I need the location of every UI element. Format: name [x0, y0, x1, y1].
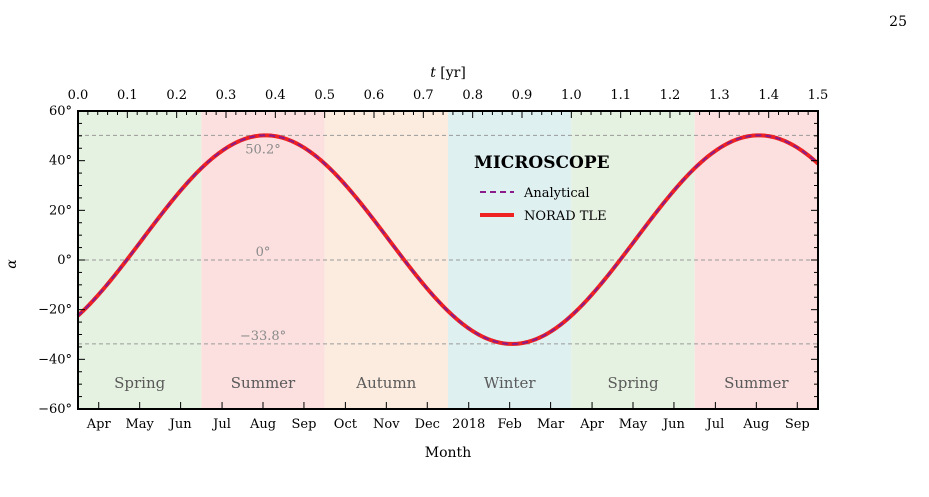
y-axis-title: α: [4, 259, 20, 269]
season-label: Spring: [114, 374, 166, 392]
y-tick-label: −20°: [38, 303, 72, 318]
month-tick-label: Jul: [211, 417, 231, 432]
month-tick-label: Apr: [86, 417, 112, 432]
legend-analytical-label: Analytical: [523, 186, 590, 201]
top-tick-label: 1.3: [709, 88, 730, 103]
y-tick-label: 60°: [49, 104, 72, 119]
analytical-line: [77, 134, 819, 345]
top-axis-title: t [yr]: [430, 65, 466, 81]
reference-line-label: 0°: [256, 245, 271, 260]
top-tick-label: 1.0: [561, 88, 582, 103]
y-tick-label: 40°: [49, 154, 72, 169]
month-tick-label: Apr: [579, 417, 605, 432]
month-tick-label: 2018: [452, 417, 485, 432]
legend-title: MICROSCOPE: [474, 153, 610, 173]
curves: [76, 133, 820, 346]
page-number: 25: [889, 14, 907, 30]
month-tick-label: Nov: [373, 417, 400, 432]
top-tick-label: 0.1: [117, 88, 138, 103]
top-tick-label: 1.4: [758, 88, 779, 103]
month-tick-label: Jul: [705, 417, 725, 432]
month-tick-label: Oct: [334, 417, 358, 432]
top-tick-label: 1.2: [660, 88, 681, 103]
reference-line-label: −33.8°: [240, 329, 286, 344]
bottom-axis-title: Month: [425, 445, 471, 461]
month-tick-label: Jun: [661, 417, 686, 432]
top-tick-label: 1.5: [808, 88, 829, 103]
top-tick-label: 0.9: [512, 88, 533, 103]
reference-line-label: 50.2°: [245, 142, 280, 157]
season-label: Spring: [607, 374, 659, 392]
season-label: Autumn: [355, 374, 416, 392]
season-label: Summer: [231, 374, 296, 392]
month-tick-label: May: [619, 417, 648, 432]
month-tick-label: Dec: [415, 417, 440, 432]
top-tick-label: 0.7: [413, 88, 434, 103]
month-tick-label: Sep: [291, 417, 316, 432]
top-tick-label: 0.6: [364, 88, 385, 103]
month-tick-label: May: [125, 417, 154, 432]
season-band: [78, 111, 202, 409]
top-tick-label: 0.3: [216, 88, 237, 103]
month-tick-label: Mar: [537, 417, 565, 432]
top-tick-label: 0.0: [68, 88, 89, 103]
top-tick-label: 0.5: [314, 88, 335, 103]
y-tick-label: 20°: [49, 203, 72, 218]
top-tick-label: 0.4: [265, 88, 286, 103]
month-tick-label: Feb: [498, 417, 522, 432]
month-tick-label: Aug: [742, 417, 769, 432]
legend: MICROSCOPE Analytical NORAD TLE: [474, 153, 610, 224]
top-tick-label: 0.8: [462, 88, 483, 103]
month-tick-label: Aug: [249, 417, 276, 432]
top-tick-label: 0.2: [166, 88, 187, 103]
season-label: Winter: [484, 374, 537, 392]
axis-ticks: 0.0 0.1 0.2 0.3 0.4 0.5 0.6 0.7 0.8 0.9 1.0 1.1 1.2 1…: [38, 88, 828, 432]
y-tick-label: −40°: [38, 352, 72, 367]
reference-lines: 50.2° 0° −33.8°: [78, 134, 818, 345]
legend-norad-label: NORAD TLE: [524, 209, 607, 224]
top-tick-label: 1.1: [610, 88, 631, 103]
season-label: Summer: [724, 374, 789, 392]
month-tick-label: Jun: [168, 417, 193, 432]
y-tick-label: −60°: [38, 402, 72, 417]
month-tick-label: Sep: [785, 417, 810, 432]
y-tick-label: 0°: [57, 253, 72, 268]
